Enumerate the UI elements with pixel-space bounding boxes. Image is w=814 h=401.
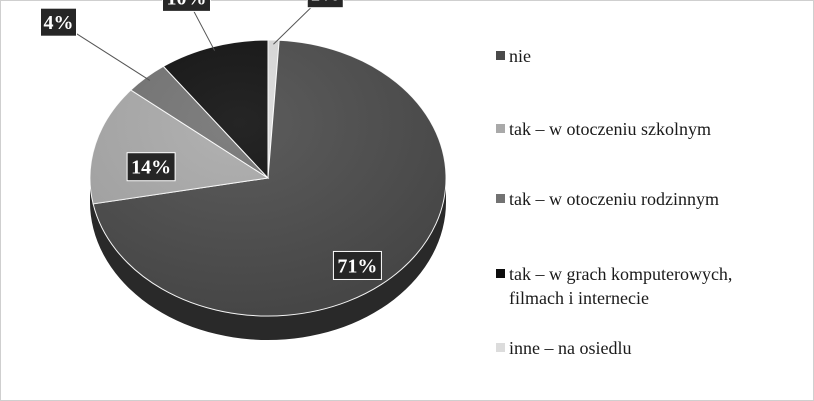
legend-item-nie: nie bbox=[496, 44, 531, 68]
legend-item-szkolnym: tak – w otoczeniu szkolnym bbox=[496, 117, 711, 141]
legend-item-rodzinnym: tak – w otoczeniu rodzinnym bbox=[496, 187, 719, 211]
data-label: 10% bbox=[166, 0, 206, 9]
legend-label: nie bbox=[509, 46, 531, 66]
legend-swatch bbox=[496, 194, 505, 203]
data-label-box bbox=[126, 152, 176, 182]
data-label-box bbox=[306, 0, 344, 9]
data-label-box bbox=[161, 0, 211, 12]
legend-label: tak – w otoczeniu rodzinnym bbox=[509, 189, 719, 209]
legend-label: tak – w otoczeniu szkolnym bbox=[509, 119, 711, 139]
data-label: 71% bbox=[337, 255, 377, 277]
legend-swatch bbox=[496, 51, 505, 60]
legend-label: tak – w grach komputerowych, filmach i i… bbox=[509, 264, 733, 308]
legend-swatch bbox=[496, 124, 505, 133]
legend-item-gry: tak – w grach komputerowych, filmach i i… bbox=[496, 262, 732, 310]
data-label-box bbox=[40, 7, 78, 37]
legend-item-osiedle: inne – na osiedlu bbox=[496, 336, 631, 360]
legend-swatch bbox=[496, 269, 505, 278]
pie-chart: 1% 71% 14% 4% 10% bbox=[40, 0, 447, 340]
legend-label: inne – na osiedlu bbox=[509, 338, 632, 358]
legend-swatch bbox=[496, 343, 505, 352]
legend: nie tak – w otoczeniu szkolnym tak – w o… bbox=[496, 0, 814, 401]
data-label: 4% bbox=[44, 12, 74, 34]
data-label: 14% bbox=[131, 157, 171, 179]
data-label-box bbox=[332, 250, 382, 280]
data-label: 1% bbox=[310, 0, 340, 6]
